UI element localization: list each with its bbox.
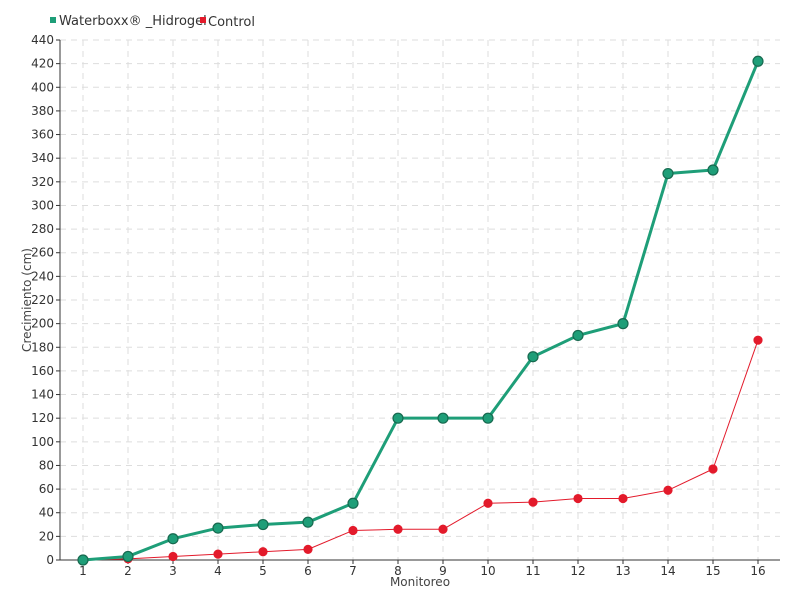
x-tick-label: 5 xyxy=(259,564,267,578)
y-tick-label: 40 xyxy=(39,506,54,520)
legend: Waterboxx® _Hidrogel Control xyxy=(50,14,255,30)
series xyxy=(77,55,764,566)
series-line xyxy=(82,60,760,562)
data-point xyxy=(303,544,313,554)
data-point xyxy=(438,524,448,534)
data-point xyxy=(483,498,493,508)
y-axis-title: Crecimiento (cm) xyxy=(20,248,34,352)
data-point xyxy=(437,412,449,424)
y-tick-label: 160 xyxy=(31,364,54,378)
data-point xyxy=(348,525,358,536)
x-tick-label: 8 xyxy=(394,564,402,578)
data-point xyxy=(573,493,583,504)
x-tick-label: 7 xyxy=(349,564,357,578)
x-tick-label: 10 xyxy=(480,564,495,578)
data-point xyxy=(528,497,538,507)
x-tick-label: 4 xyxy=(214,564,222,578)
legend-marker-waterboxx xyxy=(50,17,56,23)
data-point xyxy=(393,524,403,534)
legend-marker-control xyxy=(200,17,206,23)
y-tick-label: 380 xyxy=(31,104,54,118)
data-point xyxy=(753,335,763,345)
x-tick-label: 2 xyxy=(124,564,132,578)
y-tick-label: 140 xyxy=(31,388,54,402)
x-tick-label: 15 xyxy=(705,564,720,578)
x-tick-label: 14 xyxy=(660,564,675,578)
x-tick-label: 9 xyxy=(439,564,447,578)
data-point xyxy=(167,533,179,545)
data-point xyxy=(663,485,673,495)
legend-label-waterboxx: Waterboxx® _Hidrogel xyxy=(59,14,207,29)
y-tick-label: 20 xyxy=(39,529,54,543)
data-point xyxy=(617,318,629,330)
y-tick-label: 320 xyxy=(31,175,54,189)
x-axis-title: Monitoreo xyxy=(390,575,450,589)
x-tick-label: 1 xyxy=(79,564,87,578)
data-point xyxy=(752,55,764,67)
data-point xyxy=(708,464,718,474)
y-tick-label: 420 xyxy=(31,57,54,71)
data-point xyxy=(213,549,223,559)
data-point xyxy=(168,551,178,562)
y-tick-label: 220 xyxy=(31,293,54,307)
data-point xyxy=(122,550,134,563)
x-tick-label: 13 xyxy=(615,564,630,578)
grid xyxy=(60,39,780,560)
y-tick-label: 100 xyxy=(31,435,54,449)
x-tick-label: 3 xyxy=(169,564,177,578)
series-line xyxy=(82,340,759,561)
y-tick-label: 80 xyxy=(39,458,54,472)
series-control xyxy=(78,335,763,565)
y-tick-label: 400 xyxy=(31,80,54,94)
data-point xyxy=(392,412,404,424)
data-point xyxy=(347,497,359,509)
data-point xyxy=(258,547,268,557)
data-point xyxy=(662,167,674,180)
y-tick-labels: 0 20 40 60 80 100 120 140 160 180 200 220 240 260 280 3… xyxy=(31,33,54,567)
x-tick-labels: 1 2 3 4 5 6 7 8 9 10 11 12 13 14 15 16 xyxy=(79,564,765,578)
data-point xyxy=(77,554,89,566)
y-tick-label: 0 xyxy=(46,553,54,567)
y-tick-label: 240 xyxy=(31,269,54,283)
y-tick-label: 180 xyxy=(31,340,54,354)
y-tick-label: 300 xyxy=(31,198,54,212)
x-tick-label: 16 xyxy=(750,564,765,578)
data-point xyxy=(527,351,539,363)
x-tick-label: 12 xyxy=(570,564,585,578)
series-waterboxx-hidrogel xyxy=(77,55,764,566)
y-tick-label: 260 xyxy=(31,246,54,260)
y-tick-label: 280 xyxy=(31,222,54,236)
x-tick-label: 11 xyxy=(525,564,540,578)
axes xyxy=(56,39,780,564)
y-tick-label: 60 xyxy=(39,482,54,496)
data-point xyxy=(618,493,628,504)
data-point xyxy=(212,522,224,534)
y-tick-label: 200 xyxy=(31,317,54,331)
y-tick-label: 120 xyxy=(31,411,54,425)
y-tick-label: 340 xyxy=(31,151,54,165)
legend-label-control: Control xyxy=(208,15,255,30)
y-tick-label: 360 xyxy=(31,128,54,142)
data-point xyxy=(257,518,269,531)
y-tick-label: 440 xyxy=(31,33,54,47)
data-point xyxy=(707,164,719,176)
data-point xyxy=(572,329,584,342)
data-point xyxy=(302,516,314,528)
x-tick-label: 6 xyxy=(304,564,312,578)
data-point xyxy=(482,412,494,424)
